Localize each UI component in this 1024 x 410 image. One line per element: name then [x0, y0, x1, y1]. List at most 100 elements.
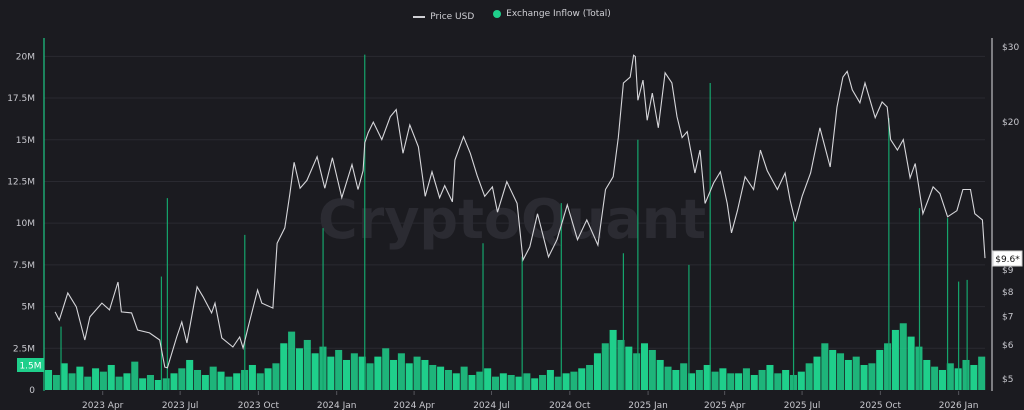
x-tick-label: 2024 Oct	[549, 401, 591, 410]
inflow-bar	[217, 371, 225, 390]
left-tick-label: 2.5M	[13, 344, 35, 354]
inflow-bar	[539, 374, 547, 390]
inflow-bar	[201, 374, 209, 390]
left-tick-label: 15M	[16, 136, 35, 146]
x-tick-label: 2024 Apr	[393, 401, 435, 410]
inflow-bar	[640, 343, 649, 390]
inflow-bar	[350, 353, 358, 390]
inflow-bar	[515, 376, 523, 390]
inflow-bar	[884, 343, 892, 390]
inflow-bar	[868, 363, 876, 390]
legend-item-inflow[interactable]: Exchange Inflow (Total)	[493, 9, 611, 19]
inflow-bar	[107, 364, 115, 390]
inflow-bar	[233, 373, 241, 390]
inflow-bar	[264, 368, 272, 390]
inflow-bar	[366, 363, 374, 390]
left-tick-label: 17.5M	[7, 94, 35, 104]
price-last-badge-text: $9.6*	[995, 255, 1020, 265]
inflow-bar	[421, 359, 429, 390]
inflow-bar	[688, 373, 696, 390]
inflow-bar	[813, 356, 821, 390]
inflow-bar	[735, 373, 743, 390]
inflow-bar	[460, 366, 468, 390]
inflow-bar	[405, 363, 413, 390]
inflow-bar	[931, 366, 939, 390]
line-icon	[413, 16, 426, 18]
inflow-bar	[664, 366, 672, 390]
inflow-bar	[727, 373, 735, 390]
inflow-bar	[711, 371, 719, 390]
inflow-bar	[248, 364, 256, 390]
right-axis-ticks: $5 $6 $7 $8 $9 $20 $30	[1002, 43, 1019, 385]
inflow-bar	[484, 368, 492, 390]
inflow-bar	[554, 376, 562, 390]
inflow-bar	[923, 359, 931, 390]
x-axis-ticks: 2023 Apr 2023 Jul 2023 Oct 2024 Jan 2024 Apr…	[82, 391, 978, 410]
inflow-bar	[546, 369, 554, 390]
inflow-bar	[860, 364, 868, 390]
x-tick-label: 2024 Jan	[317, 401, 357, 410]
x-tick-label: 2025 Jan	[628, 401, 668, 410]
left-tick-label: 12.5M	[7, 177, 35, 187]
inflow-bar	[570, 371, 578, 390]
right-tick-label: $9	[1002, 266, 1014, 276]
inflow-last-badge-text: 1.5M	[19, 362, 41, 372]
left-tick-label: 0	[29, 386, 35, 396]
inflow-bar	[946, 363, 954, 390]
left-tick-label: 7.5M	[13, 261, 35, 271]
inflow-bar	[805, 363, 813, 390]
legend: Price USD Exchange Inflow (Total)	[0, 9, 1024, 22]
inflow-bar	[60, 363, 68, 390]
price-line	[54, 54, 986, 369]
x-tick-label: 2023 Oct	[238, 401, 280, 410]
x-tick-label: 2026 Jan	[939, 401, 979, 410]
inflow-bar	[437, 366, 445, 390]
inflow-bar	[829, 349, 837, 390]
right-tick-label: $7	[1002, 313, 1013, 323]
inflow-bar	[609, 329, 617, 390]
left-tick-label: 10M	[16, 219, 35, 229]
x-tick-label: 2025 Jul	[784, 401, 821, 410]
inflow-bar	[633, 353, 641, 390]
right-tick-label: $5	[1002, 375, 1013, 385]
inflow-bar	[68, 373, 76, 390]
inflow-bar	[837, 353, 845, 390]
inflow-bar	[288, 331, 296, 390]
inflow-bar	[186, 359, 194, 390]
inflow-bar	[139, 378, 147, 390]
inflow-bar	[601, 343, 609, 390]
inflow-bar	[891, 329, 899, 390]
inflow-bar	[782, 369, 790, 390]
inflow-bar	[162, 378, 170, 390]
legend-label-price: Price USD	[430, 12, 475, 22]
inflow-bar	[750, 374, 758, 390]
inflow-bar	[193, 369, 202, 390]
inflow-bar	[452, 373, 460, 390]
inflow-bar	[99, 371, 107, 390]
inflow-bar	[907, 336, 915, 390]
inflow-bar	[695, 369, 703, 390]
inflow-bar	[468, 374, 476, 390]
inflow-bar	[303, 339, 311, 390]
right-tick-label: $20	[1002, 118, 1019, 128]
inflow-bar	[209, 366, 217, 390]
inflow-bar	[844, 359, 852, 390]
inflow-bar	[523, 373, 531, 390]
inflow-bar	[617, 339, 625, 390]
watermark: CryptoQuant	[318, 188, 706, 251]
legend-item-price[interactable]: Price USD	[413, 12, 474, 22]
inflow-bar	[84, 376, 92, 390]
inflow-bar	[586, 364, 594, 390]
left-tick-label: 5M	[22, 303, 36, 313]
inflow-bar	[374, 356, 382, 390]
inflow-bar	[358, 356, 366, 390]
x-tick-label: 2025 Apr	[704, 401, 746, 410]
x-tick-label: 2025 Oct	[860, 401, 902, 410]
inflow-bar	[170, 373, 178, 390]
inflow-bar	[52, 374, 60, 390]
inflow-bar	[131, 361, 139, 390]
inflow-bar	[397, 353, 405, 390]
inflow-bar	[272, 363, 280, 390]
inflow-bar	[382, 348, 390, 390]
